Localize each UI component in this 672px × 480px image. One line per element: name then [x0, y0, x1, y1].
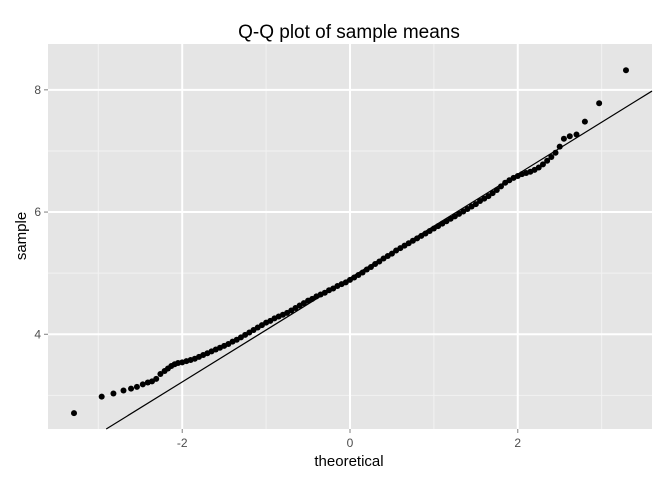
sample-point: [560, 135, 567, 142]
sample-point: [472, 201, 479, 208]
sample-point: [128, 385, 135, 392]
sample-point: [622, 67, 629, 74]
y-tick-label: 6: [34, 205, 41, 219]
sample-point: [110, 390, 117, 397]
sample-point: [596, 100, 603, 107]
sample-point: [133, 383, 140, 390]
sample-point: [139, 381, 146, 388]
sample-point: [120, 387, 127, 394]
sample-point: [548, 154, 555, 161]
y-axis-title: sample: [13, 212, 30, 260]
sample-point: [376, 258, 383, 265]
sample-point: [485, 193, 492, 200]
sample-point: [98, 393, 105, 400]
sample-point: [544, 157, 551, 164]
sample-points: [71, 67, 629, 417]
x-tick-label: 2: [514, 436, 521, 450]
sample-point: [153, 375, 160, 382]
y-tick-label: 4: [34, 327, 41, 341]
x-tick-label: 0: [347, 436, 354, 450]
sample-point: [493, 187, 500, 194]
sample-point: [498, 183, 504, 190]
y-tick-label: 8: [34, 83, 41, 97]
sample-point: [552, 149, 559, 156]
x-axis-title: theoretical: [314, 453, 383, 470]
sample-point: [566, 133, 573, 140]
sample-point: [367, 264, 374, 271]
x-axis-ticks: -2 0 2: [177, 429, 521, 450]
y-axis-ticks: 4 6 8: [34, 83, 48, 341]
sample-point: [157, 371, 164, 377]
sample-point: [581, 118, 588, 125]
x-tick-label: -2: [177, 436, 188, 450]
sample-point: [388, 250, 395, 257]
sample-point: [573, 131, 580, 138]
major-gridlines: [48, 44, 652, 429]
sample-point: [535, 164, 542, 171]
sample-point: [71, 410, 78, 417]
sample-point: [539, 161, 546, 168]
chart-title: Q-Q plot of sample means: [238, 22, 460, 43]
sample-point: [489, 190, 496, 197]
sample-point: [359, 269, 366, 276]
sample-point: [556, 143, 563, 150]
